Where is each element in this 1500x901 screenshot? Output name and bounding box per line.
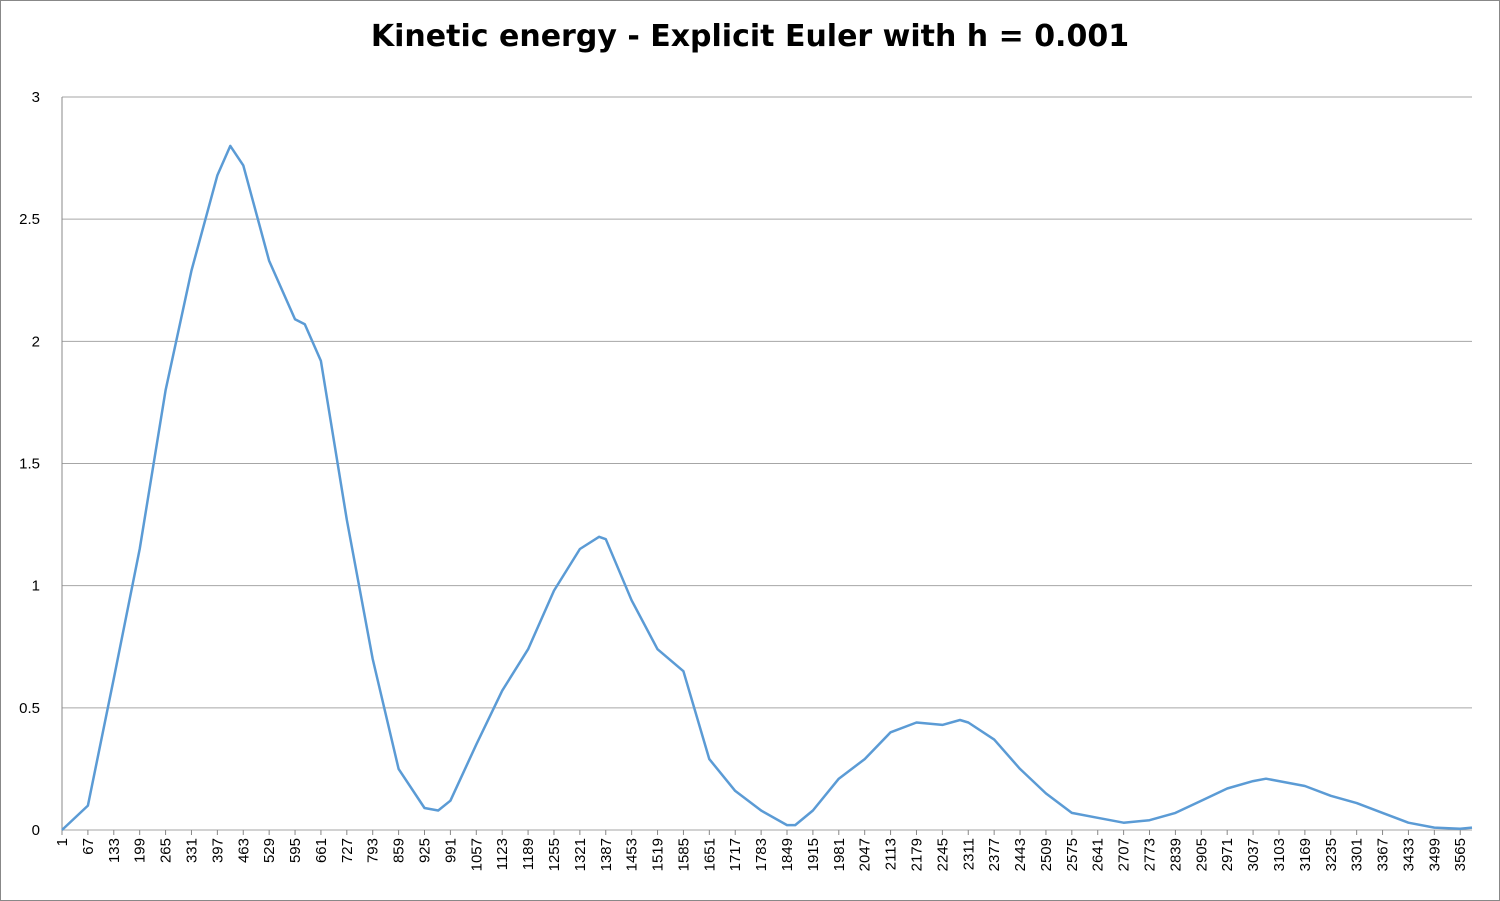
y-tick-label: 2 bbox=[32, 333, 40, 350]
x-tick-label: 2641 bbox=[1090, 838, 1107, 871]
y-tick-label: 3 bbox=[32, 89, 40, 106]
x-tick-label: 265 bbox=[158, 838, 175, 863]
x-tick-label: 3301 bbox=[1349, 838, 1366, 871]
x-tick-label: 1651 bbox=[701, 838, 718, 871]
x-tick-label: 2971 bbox=[1219, 838, 1236, 871]
x-tick-label: 595 bbox=[287, 838, 304, 863]
x-tick-label: 2443 bbox=[1012, 838, 1029, 871]
x-tick-label: 859 bbox=[391, 838, 408, 863]
x-tick-label: 1585 bbox=[675, 838, 692, 871]
x-tick-label: 2575 bbox=[1064, 838, 1081, 871]
x-tick-label: 1387 bbox=[598, 838, 615, 871]
x-tick-label: 2113 bbox=[883, 838, 900, 870]
x-tick-label: 397 bbox=[209, 838, 226, 863]
x-tick-label: 1915 bbox=[805, 838, 822, 871]
y-tick-label: 2.5 bbox=[19, 211, 40, 228]
y-tick-label: 0 bbox=[32, 822, 40, 839]
x-tick-label: 3367 bbox=[1375, 838, 1392, 871]
y-tick-label: 1.5 bbox=[19, 456, 40, 473]
data-line bbox=[61, 144, 1473, 831]
x-tick-label: 991 bbox=[442, 838, 459, 863]
x-tick-label: 529 bbox=[261, 838, 278, 863]
x-tick-label: 1519 bbox=[650, 838, 667, 871]
x-tick-label: 463 bbox=[235, 838, 252, 863]
x-tick-label: 1783 bbox=[753, 838, 770, 871]
x-tick-label: 793 bbox=[365, 838, 382, 863]
x-tick-label: 1717 bbox=[727, 838, 744, 871]
x-tick-label: 2905 bbox=[1193, 838, 1210, 871]
x-tick-label: 67 bbox=[80, 838, 97, 855]
x-tick-label: 2377 bbox=[986, 838, 1003, 871]
x-tick-label: 199 bbox=[132, 838, 149, 863]
x-tick-label: 3037 bbox=[1245, 838, 1262, 871]
x-tick-label: 1321 bbox=[572, 838, 589, 871]
x-tick-label: 1123 bbox=[494, 838, 511, 870]
x-tick-label: 3499 bbox=[1426, 838, 1443, 871]
x-tick-label: 1189 bbox=[520, 838, 537, 870]
x-tick-label: 3235 bbox=[1323, 838, 1340, 871]
x-tick-label: 1 bbox=[54, 838, 71, 846]
y-tick-label: 0.5 bbox=[19, 700, 40, 717]
x-tick-label: 2509 bbox=[1038, 838, 1055, 871]
x-tick-label: 727 bbox=[339, 838, 356, 863]
x-tick-label: 3433 bbox=[1400, 838, 1417, 871]
x-tick-label: 2047 bbox=[857, 838, 874, 871]
x-tick-label: 2179 bbox=[908, 838, 925, 871]
chart-title: Kinetic energy - Explicit Euler with h =… bbox=[371, 19, 1129, 54]
x-tick-label: 2773 bbox=[1142, 838, 1159, 871]
x-tick-label: 2707 bbox=[1116, 838, 1133, 871]
x-tick-label: 1255 bbox=[546, 838, 563, 871]
x-tick-label: 2311 bbox=[960, 838, 977, 870]
x-tick-label: 133 bbox=[106, 838, 123, 863]
x-tick-label: 2839 bbox=[1167, 838, 1184, 871]
x-tick-label: 1981 bbox=[831, 838, 848, 871]
x-tick-label: 3169 bbox=[1297, 838, 1314, 871]
x-tick-label: 331 bbox=[183, 838, 200, 863]
x-tick-label: 1453 bbox=[624, 838, 641, 871]
x-tick-label: 925 bbox=[417, 838, 434, 863]
x-tick-label: 2245 bbox=[934, 838, 951, 871]
y-tick-label: 1 bbox=[32, 578, 40, 595]
x-tick-label: 661 bbox=[313, 838, 330, 863]
x-tick-label: 3565 bbox=[1452, 838, 1469, 871]
x-tick-label: 3103 bbox=[1271, 838, 1288, 871]
x-tick-label: 1849 bbox=[779, 838, 796, 871]
x-tick-label: 1057 bbox=[468, 838, 485, 871]
